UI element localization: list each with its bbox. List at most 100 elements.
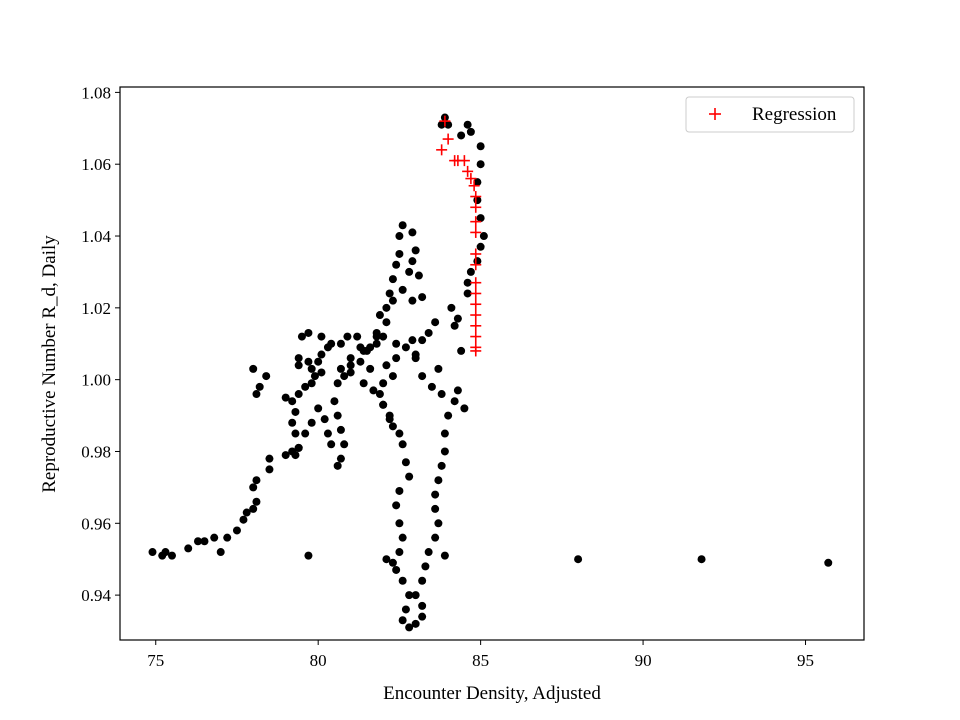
data-point: [346, 361, 355, 370]
data-point: [359, 379, 368, 388]
data-point: [362, 346, 371, 355]
data-point: [382, 361, 391, 370]
data-point: [336, 364, 345, 373]
data-point: [392, 501, 401, 510]
data-point: [466, 127, 475, 136]
regression-point: [458, 155, 470, 167]
regression-point: [470, 320, 482, 332]
regression-point: [442, 133, 454, 145]
data-point: [317, 368, 326, 377]
data-point: [405, 623, 414, 632]
data-point: [301, 382, 310, 391]
data-point: [320, 415, 329, 424]
data-point: [697, 555, 706, 564]
axes-frame: [119, 86, 865, 641]
data-point: [340, 440, 349, 449]
data-point: [291, 407, 300, 416]
regression-point: [470, 287, 482, 299]
data-point: [421, 562, 430, 571]
y-tick-label: 1.04: [81, 227, 111, 246]
data-point: [388, 296, 397, 305]
regression-point: [470, 216, 482, 228]
data-point: [366, 364, 375, 373]
data-point: [304, 551, 313, 560]
data-point: [395, 519, 404, 528]
data-point: [265, 454, 274, 463]
y-tick-label: 0.96: [81, 514, 111, 533]
data-point: [385, 289, 394, 298]
data-point: [356, 357, 365, 366]
data-point: [375, 390, 384, 399]
data-point: [479, 232, 488, 241]
data-point: [317, 350, 326, 359]
data-point: [304, 357, 313, 366]
data-point: [401, 605, 410, 614]
x-tick-label: 80: [310, 651, 327, 670]
data-point: [453, 314, 462, 323]
data-point: [463, 120, 472, 129]
data-point: [388, 422, 397, 431]
data-point: [411, 619, 420, 628]
y-tick-label: 1.08: [81, 83, 111, 102]
data-point: [333, 461, 342, 470]
data-point: [294, 361, 303, 370]
data-point: [340, 372, 349, 381]
data-point: [424, 328, 433, 337]
data-point: [431, 490, 440, 499]
data-point: [444, 411, 453, 420]
data-point: [447, 303, 456, 312]
data-point: [379, 400, 388, 409]
data-point: [450, 321, 459, 330]
data-point: [161, 548, 170, 557]
observed-series: [148, 113, 833, 632]
data-point: [323, 429, 332, 438]
data-point: [427, 382, 436, 391]
regression-point: [436, 144, 448, 156]
data-point: [252, 390, 261, 399]
data-point: [411, 591, 420, 600]
data-point: [392, 339, 401, 348]
data-point: [288, 397, 297, 406]
data-point: [476, 160, 485, 169]
data-point: [307, 379, 316, 388]
data-point: [314, 357, 323, 366]
x-tick-label: 85: [472, 651, 489, 670]
data-point: [310, 372, 319, 381]
data-point: [411, 246, 420, 255]
data-point: [824, 558, 833, 567]
data-point: [388, 275, 397, 284]
regression-point: [470, 309, 482, 321]
data-point: [434, 519, 443, 528]
data-point: [398, 616, 407, 625]
regression-point: [465, 173, 477, 185]
regression-point: [470, 201, 482, 213]
data-point: [395, 232, 404, 241]
data-point: [476, 214, 485, 223]
data-point: [382, 318, 391, 327]
data-point: [408, 257, 417, 266]
data-point: [401, 343, 410, 352]
data-point: [473, 178, 482, 187]
data-point: [418, 576, 427, 585]
data-point: [385, 415, 394, 424]
data-point: [379, 332, 388, 341]
data-point: [379, 379, 388, 388]
data-point: [408, 296, 417, 305]
data-point: [437, 461, 446, 470]
data-point: [193, 537, 202, 546]
data-point: [307, 418, 316, 427]
data-point: [167, 551, 176, 560]
data-point: [184, 544, 193, 553]
x-tick-label: 95: [797, 651, 814, 670]
data-point: [336, 454, 345, 463]
data-point: [346, 354, 355, 363]
data-point: [431, 318, 440, 327]
data-point: [392, 260, 401, 269]
data-point: [297, 332, 306, 341]
data-point: [408, 336, 417, 345]
data-point: [453, 386, 462, 395]
y-axis-ticks: 0.94 0.96 0.98 1.00 1.02 1.04 1.06 1.08: [81, 83, 120, 605]
data-point: [307, 364, 316, 373]
regression-series: [436, 115, 482, 357]
data-point: [405, 591, 414, 600]
